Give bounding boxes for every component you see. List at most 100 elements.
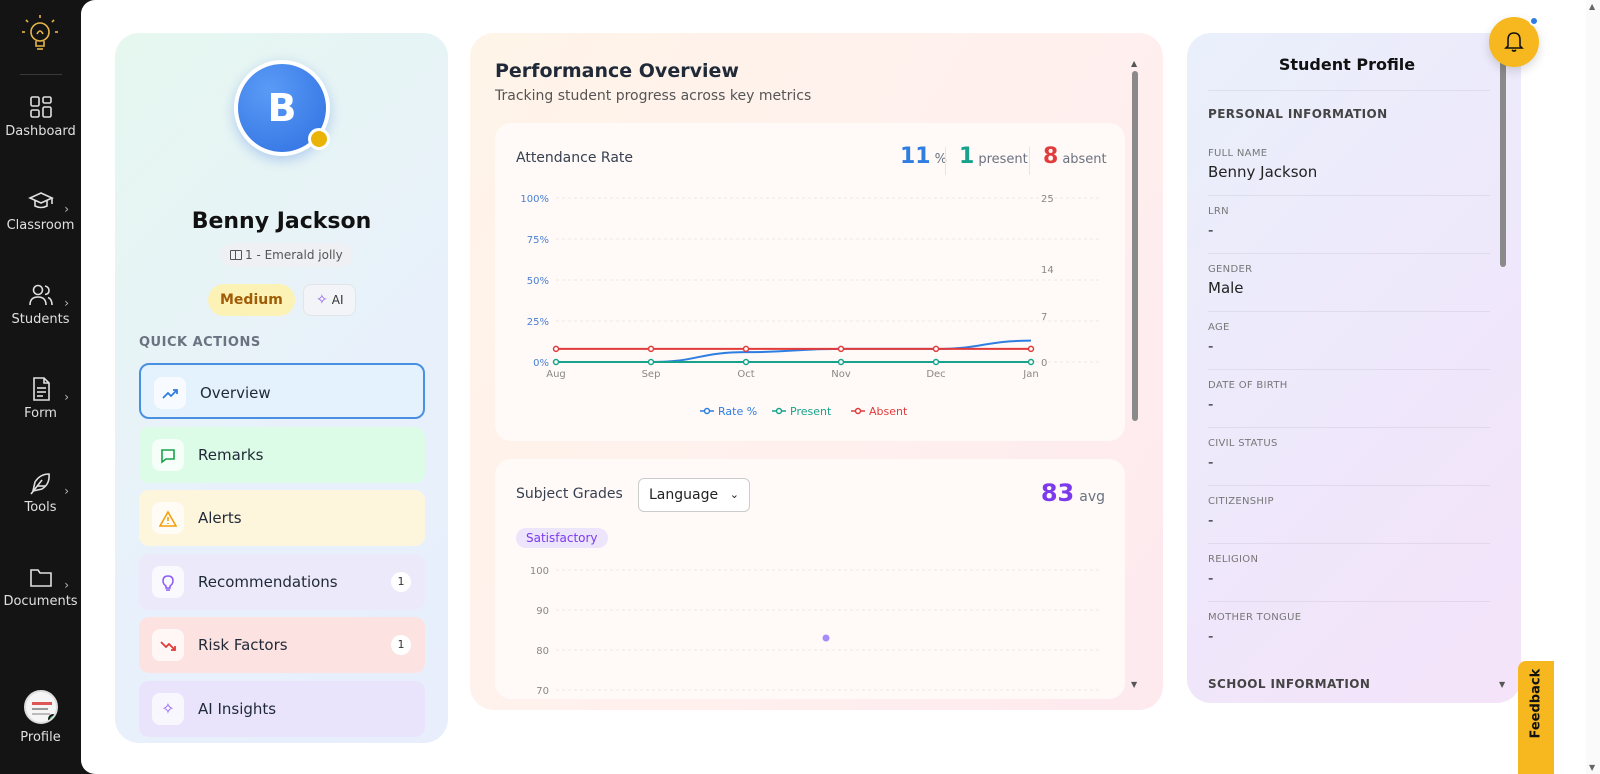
sidebar-item-form[interactable]: Form › xyxy=(0,376,81,446)
attendance-line-chart: 100% 75% 50% 25% 0% 25 14 7 0 Aug Sep Oct Nov Dec Jan R… xyxy=(520,194,1101,418)
quick-action-risk-factors[interactable]: Risk Factors 1 xyxy=(139,617,425,673)
data-point xyxy=(837,345,845,353)
y2-tick-label: 14 xyxy=(1041,265,1054,276)
profile-field: DATE OF BIRTH - xyxy=(1208,370,1490,428)
series-line xyxy=(556,339,1032,363)
attendance-title: Attendance Rate xyxy=(516,150,633,166)
quick-action-label: Risk Factors xyxy=(198,636,288,654)
legend-marker xyxy=(854,407,862,415)
profile-field: AGE - xyxy=(1208,312,1490,370)
quick-action-label: Alerts xyxy=(198,509,242,527)
sidebar-item-dashboard[interactable]: Dashboard xyxy=(0,94,81,164)
quick-action-label: Recommendations xyxy=(198,573,338,591)
x-tick-label: Nov xyxy=(831,369,851,380)
avatar xyxy=(23,690,58,724)
scrollbar[interactable]: ▲ ▼ xyxy=(1131,59,1139,689)
dashboard-icon xyxy=(29,96,52,118)
scrollbar[interactable]: ▲ ▼ xyxy=(1499,49,1507,689)
scrollbar-thumb[interactable] xyxy=(1132,71,1138,421)
quick-action-label: AI Insights xyxy=(198,700,277,718)
field-value: - xyxy=(1208,569,1214,587)
section-subtitle: Tracking student progress across key met… xyxy=(495,88,812,104)
data-point xyxy=(932,345,940,353)
sidebar-item-profile[interactable]: Profile xyxy=(0,690,81,745)
scroll-up-arrow[interactable]: ▲ xyxy=(1589,2,1596,11)
quick-action-ai-insights[interactable]: ✧ AI Insights xyxy=(139,681,425,737)
feedback-tab[interactable]: Feedback xyxy=(1518,661,1554,774)
scroll-down-arrow[interactable]: ▼ xyxy=(1589,763,1596,772)
scrollbar-thumb[interactable] xyxy=(1500,61,1506,267)
sidebar-item-documents[interactable]: Documents › xyxy=(0,564,81,634)
present-stat: 1 present xyxy=(959,144,1028,169)
attendance-panel: Attendance Rate 11% 1 present 8 absent 100… xyxy=(495,123,1125,441)
divider xyxy=(1208,311,1490,312)
quick-action-overview[interactable]: Overview xyxy=(139,363,425,419)
y-tick-label: 90 xyxy=(536,606,549,617)
status-dot xyxy=(308,128,330,150)
message-icon xyxy=(152,439,184,471)
absent-unit: absent xyxy=(1062,152,1107,167)
divider xyxy=(945,147,946,175)
grade-status-badge: Satisfactory xyxy=(516,528,608,548)
trend-down-icon xyxy=(152,629,184,661)
sidebar-item-students[interactable]: Students › xyxy=(0,282,81,352)
chevron-right-icon: › xyxy=(64,202,69,216)
count-badge: 1 xyxy=(391,572,411,592)
scroll-down-arrow[interactable]: ▼ xyxy=(1499,680,1506,689)
quick-action-label: Overview xyxy=(200,384,271,402)
chevron-right-icon: › xyxy=(64,390,69,404)
field-label: FULL NAME xyxy=(1208,148,1268,159)
field-label: AGE xyxy=(1208,322,1230,333)
section-title: Performance Overview xyxy=(495,60,739,82)
scroll-up-arrow[interactable]: ▲ xyxy=(1131,59,1138,68)
sidebar-item-label: Students xyxy=(11,312,70,327)
page-scrollbar[interactable]: ▲ ▼ xyxy=(1586,0,1600,774)
graduation-cap-icon xyxy=(27,192,54,209)
sidebar-item-label: Profile xyxy=(20,730,61,745)
data-point xyxy=(742,345,750,353)
notifications-button[interactable] xyxy=(1489,16,1539,67)
student-profile-panel: Student Profile PERSONAL INFORMATION FUL… xyxy=(1187,33,1521,703)
document-icon xyxy=(32,377,50,401)
divider xyxy=(1208,601,1490,602)
warning-icon xyxy=(152,502,184,534)
field-value: - xyxy=(1208,221,1214,239)
subject-grades-panel: Subject Grades Language ⌄ 83 avg Satisfac… xyxy=(495,459,1125,699)
x-tick-label: Dec xyxy=(926,369,945,380)
y-tick-label: 100% xyxy=(520,194,549,205)
field-label: DATE OF BIRTH xyxy=(1208,380,1288,391)
chevron-right-icon: › xyxy=(64,578,69,592)
grades-average: 83 avg xyxy=(1041,479,1105,507)
data-point xyxy=(822,634,830,642)
quick-action-remarks[interactable]: Remarks xyxy=(139,427,425,483)
y-tick-label: 80 xyxy=(536,646,549,657)
scroll-down-arrow[interactable]: ▼ xyxy=(1131,680,1138,689)
data-point xyxy=(552,358,560,366)
lightbulb-icon xyxy=(152,566,184,598)
performance-overview-card: Performance Overview Tracking student pr… xyxy=(470,33,1163,710)
data-point xyxy=(837,358,845,366)
quick-action-alerts[interactable]: Alerts xyxy=(139,490,425,546)
sidebar-item-tools[interactable]: Tools › xyxy=(0,470,81,540)
y-tick-label: 75% xyxy=(527,235,549,246)
sidebar-item-label: Form xyxy=(24,406,57,421)
rate-value: 11 xyxy=(900,144,931,169)
rate-unit: % xyxy=(934,152,947,167)
data-point xyxy=(552,345,560,353)
sidebar-item-classroom[interactable]: Classroom › xyxy=(0,188,81,258)
absent-stat: 8 absent xyxy=(1043,144,1107,169)
divider xyxy=(1208,195,1490,196)
lightbulb-logo-icon[interactable] xyxy=(22,14,58,58)
bell-icon xyxy=(1504,32,1524,52)
field-label: LRN xyxy=(1208,206,1229,217)
ai-button[interactable]: ✧ AI xyxy=(303,284,357,316)
legend-item: Absent xyxy=(851,405,908,418)
data-point xyxy=(1027,345,1035,353)
x-tick-label: Oct xyxy=(737,369,754,380)
subject-select[interactable]: Language ⌄ xyxy=(638,478,750,512)
profile-panel-title: Student Profile xyxy=(1278,55,1416,74)
legend-label: Rate % xyxy=(718,405,757,418)
y2-tick-label: 7 xyxy=(1041,312,1047,323)
sidebar-item-label: Tools xyxy=(24,500,57,515)
quick-action-recommendations[interactable]: Recommendations 1 xyxy=(139,554,425,610)
